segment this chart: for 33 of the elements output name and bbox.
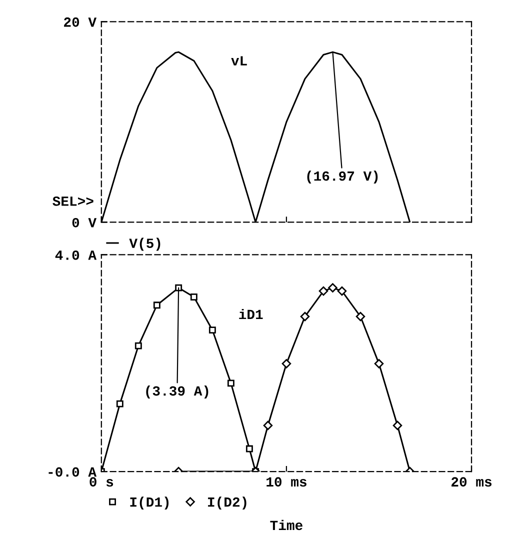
point: [374, 359, 384, 368]
point: [227, 380, 234, 387]
annotation: (16.97 V): [307, 170, 378, 184]
annotation: (3.39 A): [146, 385, 208, 398]
x-tick-label: 20 ms: [452, 477, 492, 487]
x-tick-label: 0 s: [90, 477, 114, 487]
point: [337, 286, 347, 296]
x-tick-label: 10 ms: [266, 477, 306, 487]
point: [392, 420, 402, 430]
point: [153, 302, 160, 309]
point: [175, 284, 182, 292]
point: [263, 420, 273, 430]
y-tick-label: 20 V: [64, 17, 97, 27]
legend-label: I(D1): [130, 496, 169, 510]
point: [328, 283, 338, 292]
legend-label: V(5): [129, 238, 160, 251]
y-tick-label: 4.0 A: [55, 250, 97, 260]
y-tick-label: -0.0 A: [48, 467, 97, 477]
text: SEL>>: [52, 196, 94, 206]
point: [116, 400, 124, 408]
annotation: vL: [231, 56, 247, 66]
point: [134, 342, 142, 350]
point: [190, 294, 198, 300]
point: [246, 445, 253, 452]
y-tick-label: 0 V: [72, 218, 97, 228]
point: [282, 359, 292, 368]
point: [318, 286, 328, 296]
legend-label: I(D2): [208, 496, 246, 510]
annotation: iD1: [239, 308, 263, 320]
x-axis-title: Time: [270, 520, 302, 530]
point: [300, 312, 310, 322]
point: [208, 326, 216, 334]
point: [356, 312, 366, 322]
